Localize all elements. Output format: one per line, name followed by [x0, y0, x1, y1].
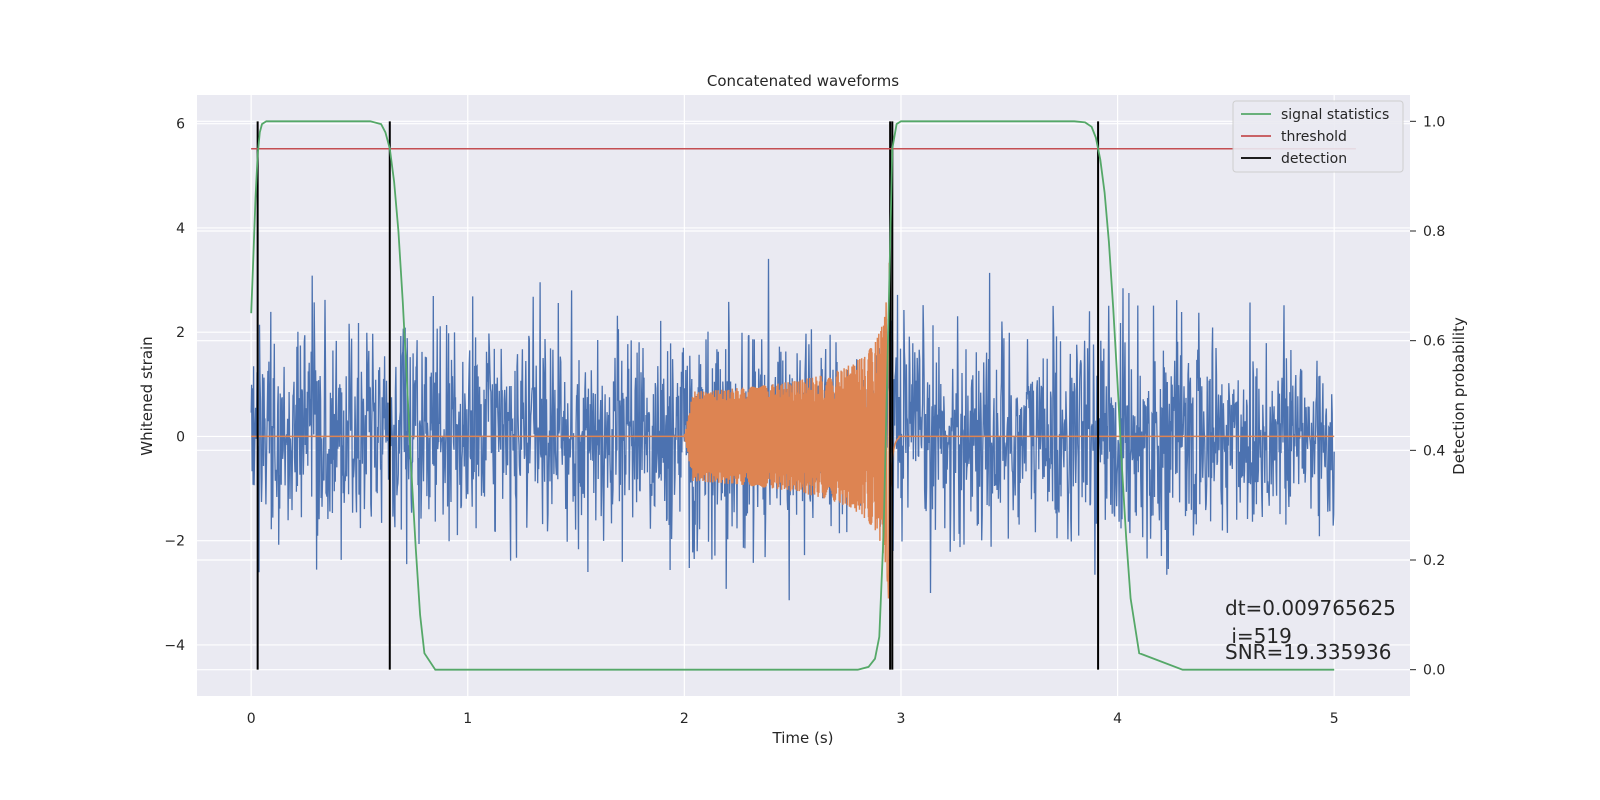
y-tick-label: 2: [176, 325, 185, 341]
x-tick-label: 2: [680, 711, 689, 727]
y-tick-label: −2: [164, 534, 185, 550]
annotation-snr: SNR=19.335936: [1225, 640, 1391, 664]
y2-tick-label: 0.2: [1423, 553, 1445, 569]
y-tick-label: −4: [164, 638, 185, 654]
template-line: [251, 246, 1335, 611]
y-tick-label: 4: [176, 221, 185, 237]
y-tick-label: 0: [176, 429, 185, 445]
chart-title: Concatenated waveforms: [707, 72, 899, 90]
y2-tick-label: 0.4: [1423, 443, 1445, 459]
x-tick-label: 1: [463, 711, 472, 727]
y2-tick-label: 1.0: [1423, 114, 1445, 130]
x-tick-label: 3: [897, 711, 906, 727]
annotation: dt=0.009765625 i=519 SNR=19.335936: [1225, 596, 1396, 664]
legend-label-threshold: threshold: [1281, 129, 1347, 145]
signal-statistics-line: [250, 120, 1335, 671]
legend-box: [1232, 100, 1404, 173]
y2-axis-label: Detection probability: [1450, 317, 1468, 475]
y2-tick-label: 0.8: [1423, 224, 1445, 240]
x-tick-label: 5: [1330, 711, 1339, 727]
detection-series: [256, 121, 1100, 670]
legend: signal statistics threshold detection: [1232, 100, 1404, 173]
x-tick-label: 4: [1113, 711, 1122, 727]
y2-tick-label: 0.0: [1423, 663, 1445, 679]
x-axis-label: Time (s): [772, 729, 834, 747]
y2-tick-label: 0.6: [1423, 334, 1445, 350]
signal-statistics-series: [250, 120, 1335, 671]
y-axis-label: Whitened strain: [138, 336, 156, 455]
legend-label-detection: detection: [1281, 151, 1347, 167]
axis-ticks: 0 1 2 3 4 5 −4 −2 0 2 4 6 0.0 0.2 0.4 0.6 0.8 1.0: [164, 114, 1445, 727]
annotation-dt: dt=0.009765625: [1225, 596, 1396, 620]
x-tick-label: 0: [247, 711, 256, 727]
annotation-index: i=519: [1225, 624, 1292, 648]
template-series: [251, 246, 1335, 611]
legend-label-signal-statistics: signal statistics: [1281, 107, 1389, 123]
y-tick-label: 6: [176, 117, 185, 133]
